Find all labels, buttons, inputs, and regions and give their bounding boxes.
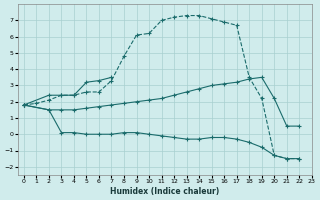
X-axis label: Humidex (Indice chaleur): Humidex (Indice chaleur) xyxy=(110,187,219,196)
